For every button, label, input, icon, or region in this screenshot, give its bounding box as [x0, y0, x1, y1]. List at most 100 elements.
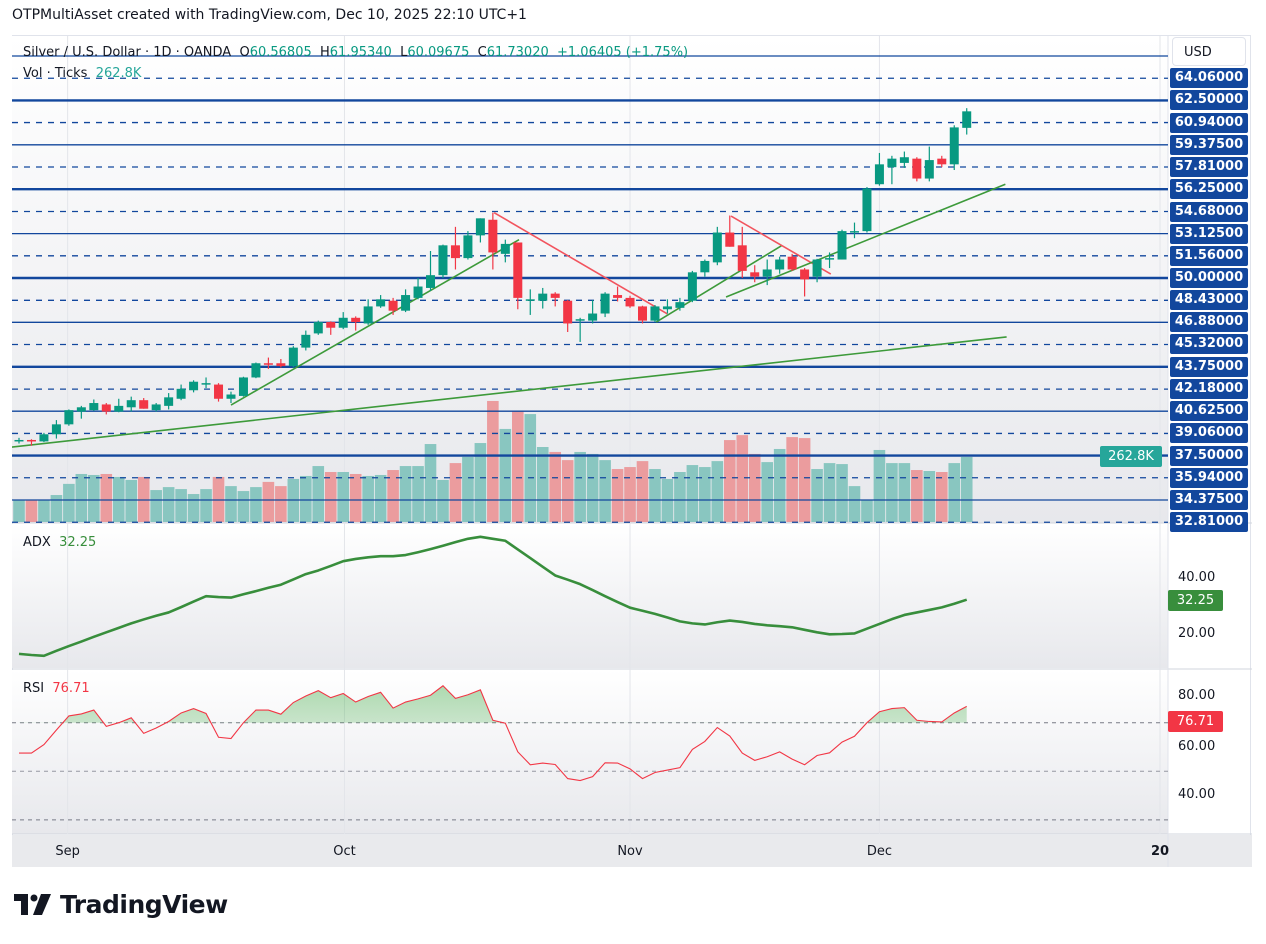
- volume-bar: [586, 453, 599, 522]
- price-pane-bg: [12, 36, 1168, 523]
- price-level-label[interactable]: 57.81000: [1170, 157, 1248, 178]
- volume-bar: [250, 487, 262, 522]
- adx-badge: 32.25: [1168, 590, 1223, 611]
- candle-body: [887, 158, 897, 168]
- volume-bar: [524, 414, 537, 522]
- candle-body: [126, 400, 136, 408]
- volume-legend[interactable]: Vol · Ticks 262.8K: [23, 66, 141, 81]
- volume-bar: [275, 486, 287, 522]
- candle-body: [600, 293, 610, 314]
- volume-bar: [474, 443, 487, 522]
- volume-bar: [773, 448, 786, 522]
- price-level-label[interactable]: 59.37500: [1170, 134, 1248, 155]
- price-level-label[interactable]: 56.25000: [1170, 179, 1248, 200]
- volume-bar: [948, 463, 961, 522]
- candle-body: [538, 293, 548, 301]
- volume-bar: [225, 486, 237, 522]
- candle-body: [214, 384, 224, 399]
- volume-bar: [674, 472, 686, 522]
- price-level-label[interactable]: 50.00000: [1170, 268, 1248, 288]
- candle-body: [837, 231, 847, 260]
- price-level-label[interactable]: 39.06000: [1170, 423, 1248, 444]
- rsi-tick: 40.00: [1178, 787, 1216, 802]
- candle-body: [238, 377, 248, 396]
- candle-body: [912, 158, 922, 179]
- volume-bar: [848, 486, 861, 522]
- volume-bar: [748, 453, 761, 522]
- candle-body: [401, 295, 411, 311]
- volume-bar: [898, 463, 911, 522]
- candle-body: [937, 158, 947, 165]
- price-level-label[interactable]: 34.37500: [1170, 490, 1248, 510]
- volume-bar: [549, 451, 562, 522]
- candle-body: [625, 297, 635, 307]
- candle-body: [326, 322, 336, 328]
- time-axis-label: 20: [1150, 844, 1170, 859]
- candle-body: [662, 306, 672, 310]
- volume-bar: [399, 466, 412, 522]
- volume-bar: [312, 466, 325, 522]
- price-level-label[interactable]: 46.88000: [1170, 312, 1248, 333]
- price-level-label[interactable]: 35.94000: [1170, 467, 1248, 488]
- candle-body: [139, 400, 149, 409]
- time-axis-label: Dec: [866, 844, 892, 859]
- tradingview-logo[interactable]: TradingView: [14, 890, 228, 919]
- rsi-legend[interactable]: RSI 76.71: [23, 681, 90, 696]
- volume-bar: [162, 487, 175, 522]
- volume-bar: [100, 473, 113, 522]
- volume-bar: [324, 472, 337, 522]
- tradingview-logo-icon: [14, 893, 51, 915]
- volume-bar: [599, 460, 611, 522]
- trendline-green: [725, 183, 1006, 298]
- price-level-label[interactable]: 42.18000: [1170, 379, 1248, 400]
- price-level-label[interactable]: 43.75000: [1170, 356, 1248, 377]
- candle-series: [14, 108, 972, 446]
- volume-bar: [823, 463, 836, 522]
- volume-bar: [200, 489, 212, 522]
- candle-body: [226, 394, 236, 399]
- price-level-label[interactable]: 45.32000: [1170, 334, 1248, 355]
- candle-body: [413, 286, 423, 298]
- adx-legend[interactable]: ADX 32.25: [23, 535, 96, 550]
- time-axis-label: Oct: [333, 844, 356, 859]
- volume-bar: [686, 465, 699, 522]
- volume-bar: [761, 462, 773, 522]
- price-level-label[interactable]: 48.43000: [1170, 290, 1248, 311]
- candle-body: [164, 397, 174, 406]
- price-level-label[interactable]: 32.81000: [1170, 512, 1248, 533]
- volume-bar: [462, 456, 474, 522]
- adx-pane-bg: [12, 524, 1168, 668]
- symbol-legend[interactable]: Silver / U.S. Dollar · 1D · OANDA O60.56…: [23, 45, 688, 60]
- currency-button[interactable]: USD: [1172, 37, 1246, 66]
- candle-body: [101, 404, 111, 412]
- candle-body: [76, 407, 86, 412]
- price-level-label[interactable]: 53.12500: [1170, 223, 1248, 244]
- price-level-label[interactable]: 60.94000: [1170, 112, 1248, 133]
- candle-body: [513, 242, 523, 298]
- candle-body: [376, 299, 386, 307]
- adx-series: [18, 535, 968, 658]
- price-level-label[interactable]: 40.62500: [1170, 401, 1248, 422]
- price-level-label[interactable]: 54.68000: [1170, 201, 1248, 222]
- symbol-name: Silver / U.S. Dollar · 1D · OANDA: [23, 45, 232, 60]
- candle-body: [288, 347, 298, 367]
- candle-body: [301, 334, 311, 348]
- price-level-label[interactable]: 37.50000: [1170, 445, 1248, 466]
- trendline-red: [493, 211, 668, 315]
- price-level-label[interactable]: 62.50000: [1170, 90, 1248, 111]
- rsi-value: 76.71: [52, 681, 90, 696]
- adx-line: [18, 535, 968, 658]
- candle-body: [675, 302, 685, 308]
- time-axis-bg: [12, 835, 1252, 867]
- candle-body: [338, 317, 348, 328]
- candle-body: [14, 439, 24, 442]
- price-level-label[interactable]: 51.56000: [1170, 245, 1248, 266]
- candle-body: [388, 300, 398, 311]
- volume-bar: [63, 483, 75, 522]
- volume-bar: [150, 490, 162, 522]
- price-level-label[interactable]: 64.06000: [1170, 68, 1248, 89]
- volume-bar: [649, 469, 661, 522]
- volume-bar: [374, 474, 387, 522]
- candle-body: [563, 300, 573, 324]
